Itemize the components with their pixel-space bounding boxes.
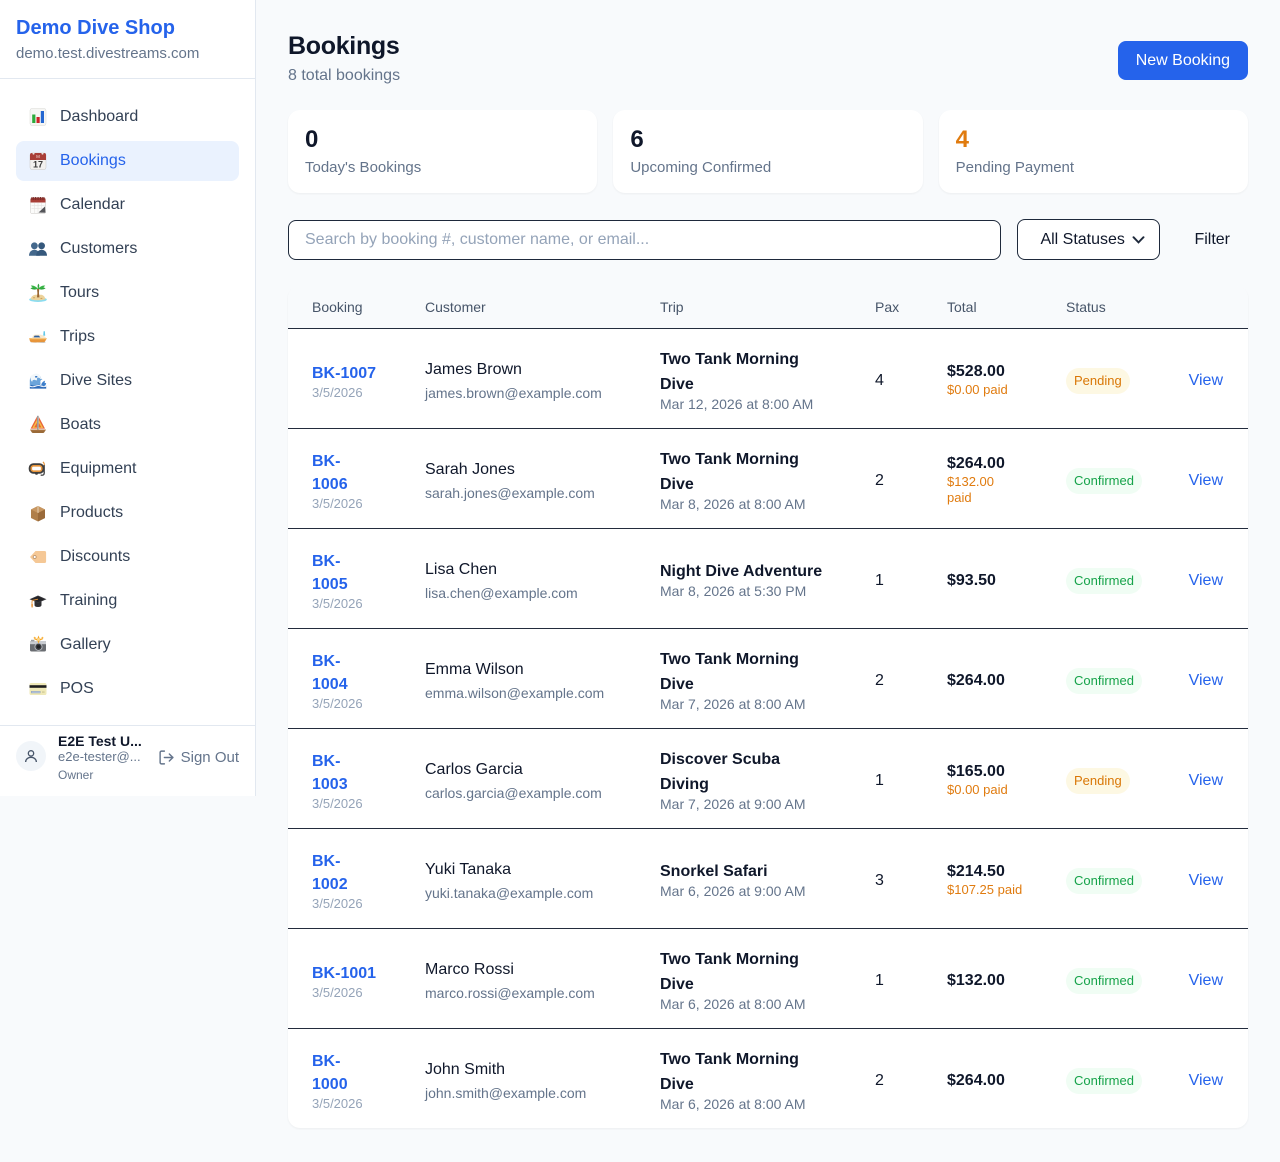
svg-text:17: 17 xyxy=(33,160,43,170)
svg-text:M: M xyxy=(36,154,40,159)
